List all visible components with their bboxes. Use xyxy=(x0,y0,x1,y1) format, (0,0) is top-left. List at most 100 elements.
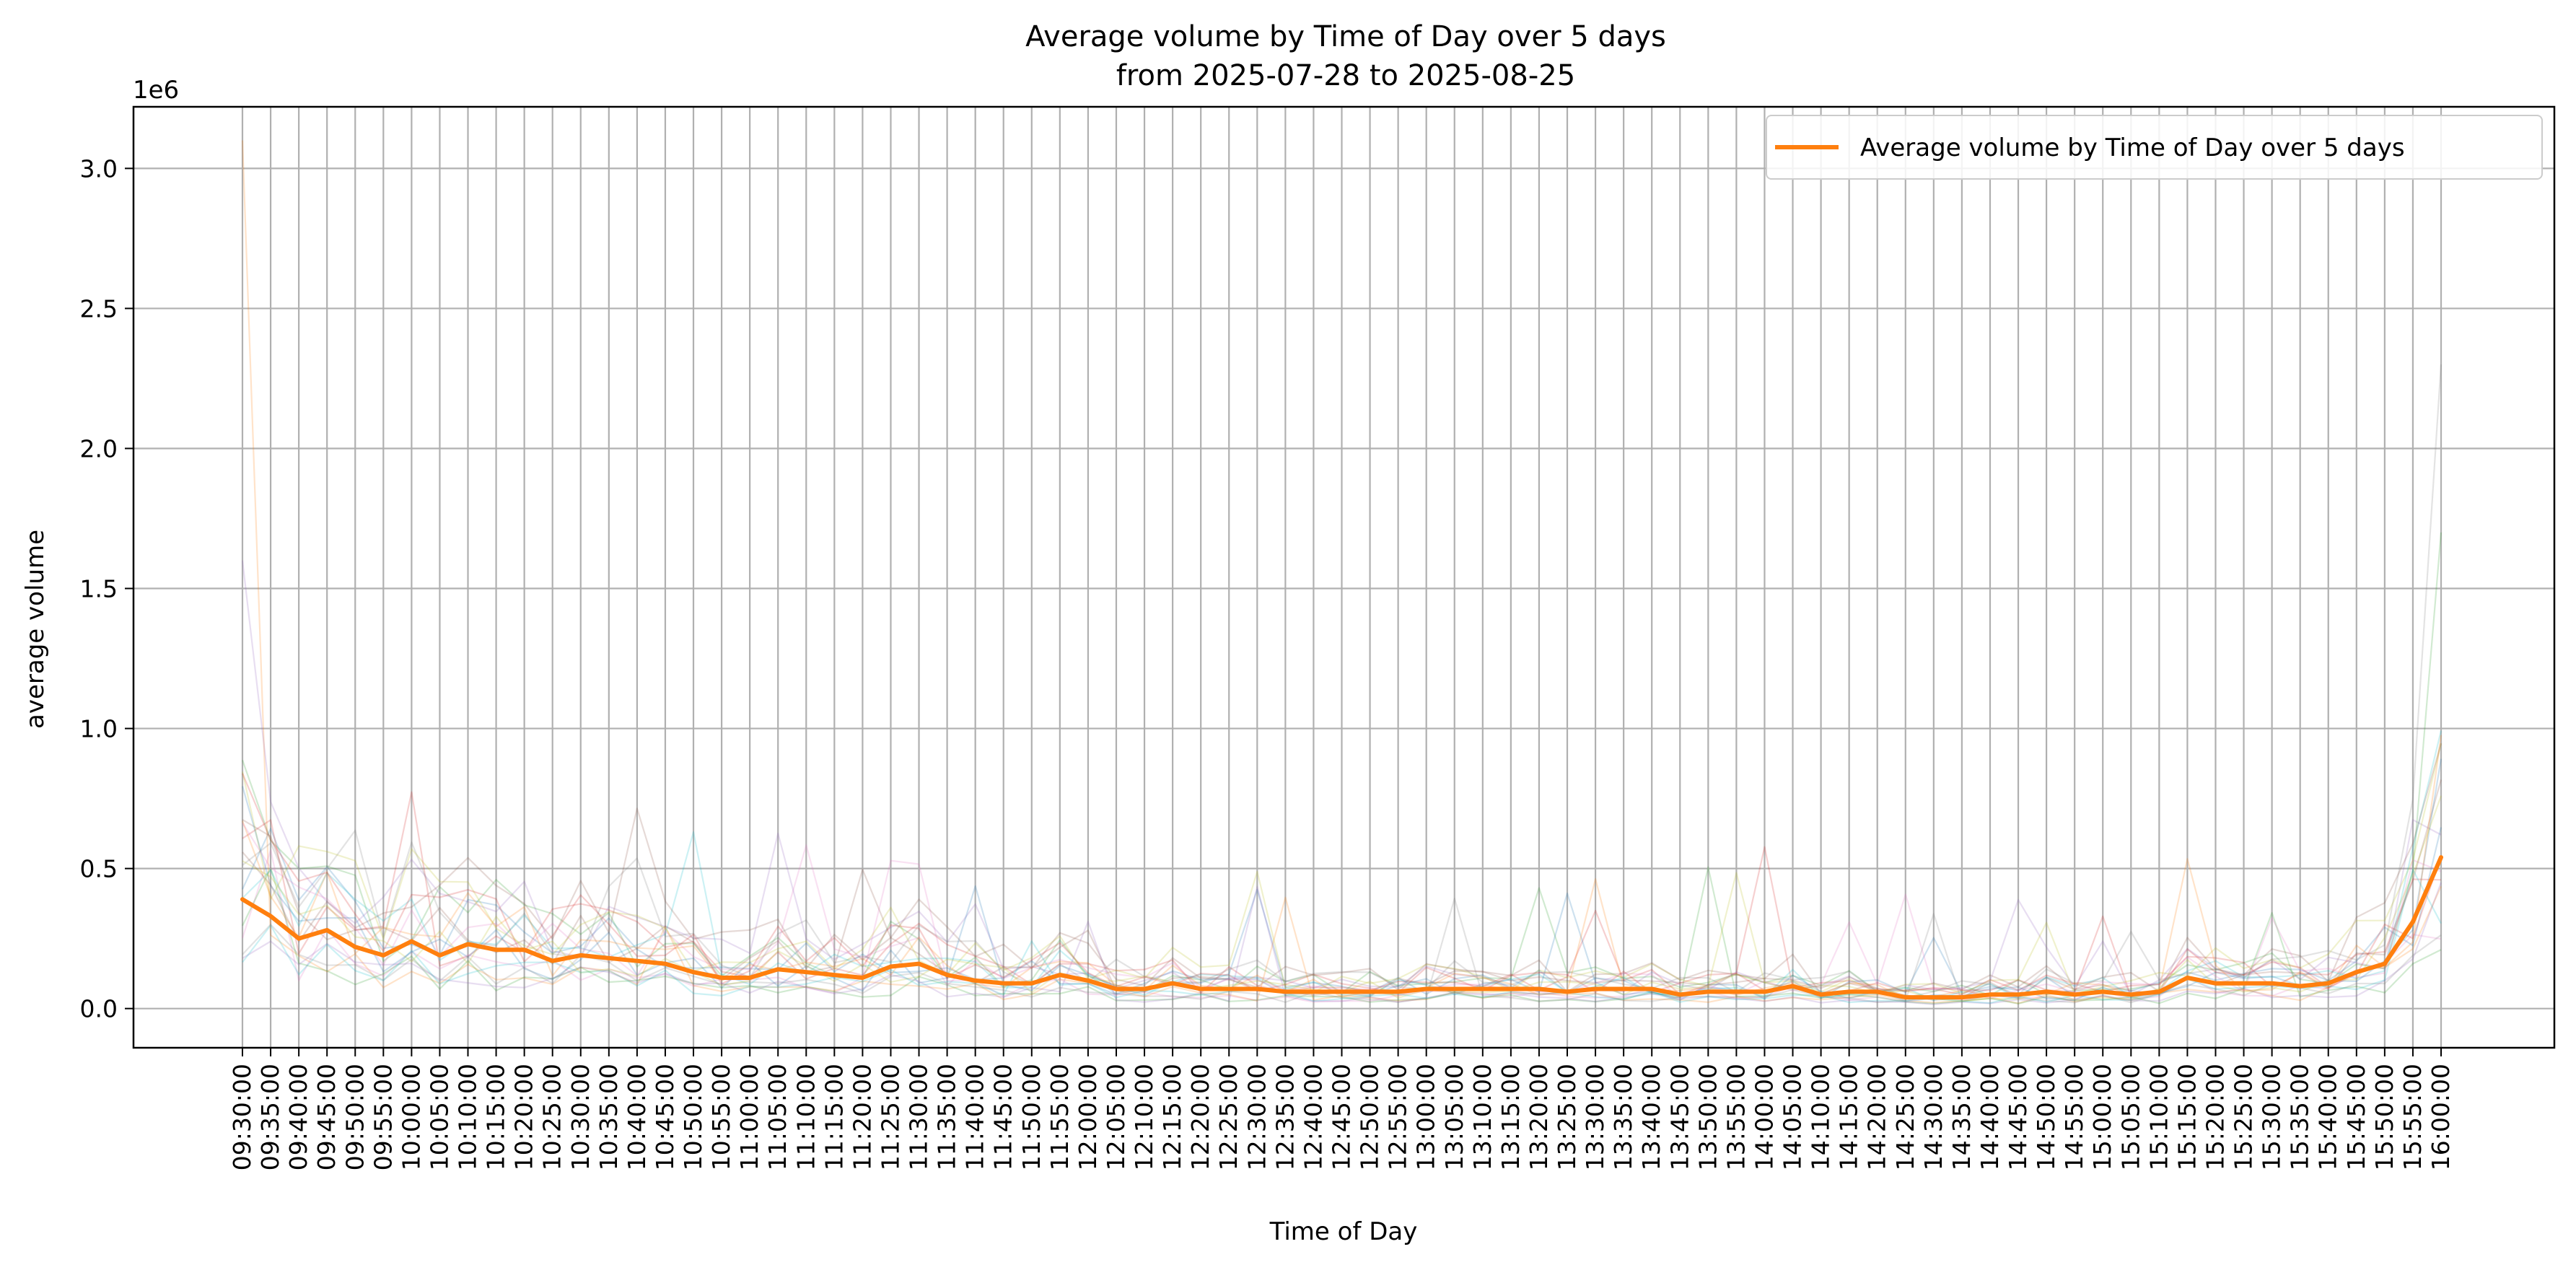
x-tick-label: 12:40:00 xyxy=(1299,1064,1327,1170)
x-tick-label: 15:25:00 xyxy=(2230,1064,2258,1170)
x-tick-label: 11:10:00 xyxy=(792,1064,820,1170)
x-tick-label: 12:00:00 xyxy=(1074,1064,1102,1170)
x-tick-label: 15:20:00 xyxy=(2201,1064,2229,1170)
y-tick-label: 2.5 xyxy=(80,294,118,323)
x-tick-label: 11:35:00 xyxy=(933,1064,961,1170)
x-tick-label: 15:50:00 xyxy=(2370,1064,2398,1170)
y-tick-label: 0.5 xyxy=(80,855,118,883)
x-tick-label: 14:10:00 xyxy=(1807,1064,1835,1170)
x-tick-label: 13:40:00 xyxy=(1637,1064,1665,1170)
x-tick-label: 11:45:00 xyxy=(989,1064,1017,1170)
daily-series-line xyxy=(241,140,2443,1004)
x-tick-label: 15:15:00 xyxy=(2173,1064,2201,1170)
y-tick-label: 1.5 xyxy=(80,575,118,603)
chart-title: Average volume by Time of Day over 5 day… xyxy=(1025,20,1666,53)
daily-series-line xyxy=(241,735,2443,999)
x-tick-label: 14:25:00 xyxy=(1891,1064,1919,1170)
y-tick-label: 3.0 xyxy=(80,154,118,183)
daily-series-line xyxy=(241,849,2442,1003)
x-tick-label: 12:35:00 xyxy=(1271,1064,1299,1170)
x-tick-label: 14:30:00 xyxy=(1919,1064,1948,1170)
daily-series-line xyxy=(242,866,2442,1005)
x-tick-label: 11:55:00 xyxy=(1046,1064,1074,1170)
x-axis-label: Time of Day xyxy=(1269,1217,1418,1246)
x-tick-label: 13:50:00 xyxy=(1694,1064,1722,1170)
x-tick-label: 15:55:00 xyxy=(2398,1064,2427,1170)
x-tick-label: 13:20:00 xyxy=(1525,1064,1553,1170)
x-tick-label: 13:55:00 xyxy=(1722,1064,1750,1170)
x-tick-label: 12:50:00 xyxy=(1356,1064,1384,1170)
y-axis-ticks: 0.0 0.5 1.0 1.5 2.0 2.5 3.0 xyxy=(80,154,133,1023)
x-tick-label: 14:55:00 xyxy=(2060,1064,2088,1170)
x-tick-label: 11:20:00 xyxy=(848,1064,876,1170)
x-tick-label: 11:25:00 xyxy=(876,1064,904,1170)
x-tick-label: 16:00:00 xyxy=(2427,1064,2455,1170)
x-tick-label: 15:10:00 xyxy=(2145,1064,2173,1170)
x-tick-label: 10:45:00 xyxy=(651,1064,679,1170)
x-tick-label: 09:45:00 xyxy=(312,1064,341,1170)
legend-label: Average volume by Time of Day over 5 day… xyxy=(1860,133,2405,162)
daily-series-line xyxy=(242,743,2443,995)
x-tick-label: 15:00:00 xyxy=(2088,1064,2116,1170)
x-tick-label: 12:55:00 xyxy=(1384,1064,1412,1170)
y-axis-label: average volume xyxy=(21,530,50,729)
x-tick-label: 09:50:00 xyxy=(341,1064,369,1170)
x-tick-label: 10:20:00 xyxy=(510,1064,538,1170)
x-tick-label: 14:20:00 xyxy=(1863,1064,1891,1170)
x-tick-label: 12:20:00 xyxy=(1186,1064,1214,1170)
legend: Average volume by Time of Day over 5 day… xyxy=(1766,115,2543,180)
daily-series-line xyxy=(242,882,2443,1005)
y-offset-label: 1e6 xyxy=(133,76,179,105)
x-tick-label: 13:10:00 xyxy=(1468,1064,1497,1170)
y-tick-label: 0.0 xyxy=(80,995,118,1023)
x-tick-label: 10:00:00 xyxy=(397,1064,425,1170)
x-tick-label: 13:15:00 xyxy=(1497,1064,1525,1170)
x-tick-label: 13:25:00 xyxy=(1553,1064,1581,1170)
x-tick-label: 12:10:00 xyxy=(1130,1064,1158,1170)
x-tick-label: 14:40:00 xyxy=(1976,1064,2004,1170)
x-tick-label: 14:00:00 xyxy=(1750,1064,1778,1170)
x-tick-label: 10:10:00 xyxy=(454,1064,482,1170)
main-series-group xyxy=(240,855,2443,1000)
x-tick-label: 15:35:00 xyxy=(2286,1064,2314,1170)
chart-subtitle: from 2025-07-28 to 2025-08-25 xyxy=(1116,59,1575,92)
x-tick-label: 10:50:00 xyxy=(679,1064,707,1170)
x-tick-label: 15:30:00 xyxy=(2258,1064,2286,1170)
x-tick-label: 15:40:00 xyxy=(2314,1064,2342,1170)
x-tick-label: 14:15:00 xyxy=(1835,1064,1863,1170)
daily-series-line xyxy=(242,791,2442,996)
x-tick-label: 13:00:00 xyxy=(1412,1064,1440,1170)
daily-series-line xyxy=(241,560,2442,997)
x-tick-label: 12:30:00 xyxy=(1243,1064,1271,1170)
legend-box xyxy=(1766,115,2543,180)
x-tick-label: 10:15:00 xyxy=(482,1064,510,1170)
x-tick-label: 09:55:00 xyxy=(369,1064,397,1170)
x-tick-label: 11:50:00 xyxy=(1017,1064,1046,1170)
x-tick-label: 13:30:00 xyxy=(1581,1064,1609,1170)
x-tick-label: 10:55:00 xyxy=(707,1064,735,1170)
grid-lines xyxy=(133,107,2554,1048)
average-volume-line xyxy=(240,855,2443,1000)
x-tick-label: 15:45:00 xyxy=(2342,1064,2370,1170)
x-tick-label: 09:40:00 xyxy=(284,1064,312,1170)
daily-series-line xyxy=(242,897,2442,1004)
y-tick-label: 2.0 xyxy=(80,434,118,463)
x-tick-label: 10:05:00 xyxy=(425,1064,453,1170)
daily-series-line xyxy=(242,364,2443,999)
x-tick-label: 11:00:00 xyxy=(735,1064,763,1170)
x-tick-label: 10:35:00 xyxy=(595,1064,623,1170)
x-axis-ticks: 09:30:00 09:35:00 09:40:00 09:45:00 09:50:00… xyxy=(228,1048,2455,1170)
x-tick-label: 11:15:00 xyxy=(820,1064,848,1170)
x-tick-label: 11:40:00 xyxy=(961,1064,989,1170)
daily-series-line xyxy=(241,773,2443,998)
y-tick-label: 1.0 xyxy=(80,715,118,743)
plot-area-frame xyxy=(132,105,2556,1049)
x-tick-label: 12:15:00 xyxy=(1158,1064,1186,1170)
x-tick-label: 14:05:00 xyxy=(1779,1064,1807,1170)
x-tick-label: 09:35:00 xyxy=(256,1064,284,1170)
x-tick-label: 09:30:00 xyxy=(228,1064,256,1170)
x-tick-label: 14:50:00 xyxy=(2032,1064,2060,1170)
x-tick-label: 13:05:00 xyxy=(1440,1064,1468,1170)
x-tick-label: 12:05:00 xyxy=(1102,1064,1130,1170)
